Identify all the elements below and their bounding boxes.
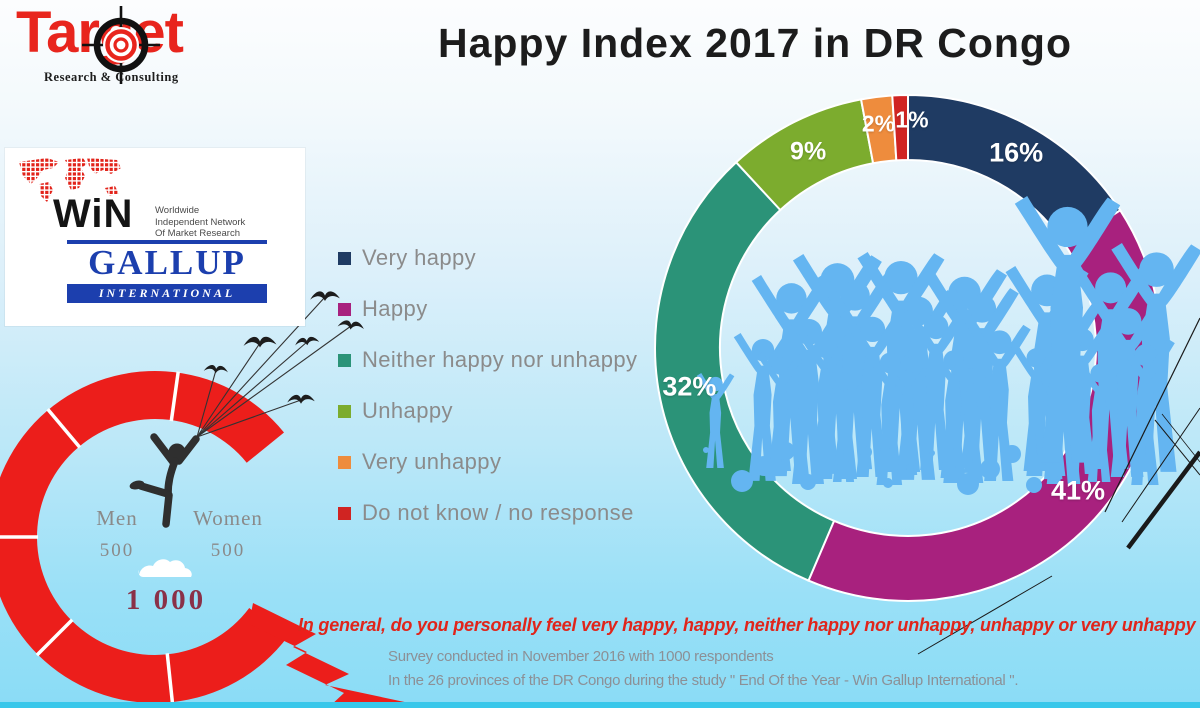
donut-slice-very-happy — [907, 93, 1122, 248]
legend-label: Unhappy — [362, 398, 453, 423]
lightning-arrow — [249, 603, 414, 707]
donut-label-very-unhappy: 2% — [861, 110, 896, 137]
legend-label: Very unhappy — [362, 449, 502, 474]
legend-swatch — [338, 455, 351, 469]
legend-item-neither: Neither happy nor unhappy — [338, 347, 638, 372]
donut-slice-neither-happy-nor-unhappy — [654, 160, 836, 582]
donut-label-no-response: 1% — [895, 106, 929, 133]
survey-footnote: Survey conducted in November 2016 with 1… — [388, 645, 1019, 693]
legend-label: Happy — [362, 296, 428, 321]
legend-label: Neither happy nor unhappy — [362, 347, 638, 372]
bottom-strip — [0, 702, 1200, 708]
legend-item-very-happy: Very happy — [338, 245, 637, 270]
bird-icon — [294, 336, 320, 347]
legend-label: Do not know / no response — [362, 500, 634, 525]
total-respondents: 1 000 — [125, 584, 207, 616]
legend-label: Very happy — [362, 245, 477, 270]
donut-label-happy: 41% — [1051, 475, 1106, 506]
win-acronym: WiN — [53, 192, 134, 236]
decorative-lines — [917, 317, 1200, 655]
international-band: INTERNATIONAL — [67, 284, 267, 303]
legend-swatch — [338, 353, 351, 367]
legend-item-very-unhappy: Very unhappy — [338, 449, 637, 474]
men-label: Men — [96, 506, 138, 530]
legend-item-no-response: Do not know / no response — [338, 500, 637, 525]
legend-swatch — [338, 404, 351, 418]
legend-swatch — [338, 506, 351, 520]
donut-slice-do-not-know-no-response — [891, 93, 909, 162]
gallup-wordmark: GALLUP — [88, 243, 246, 282]
women-value: 500 — [210, 540, 246, 561]
cloud-icon — [138, 559, 192, 577]
crosshair-icon — [82, 6, 160, 84]
legend-swatch — [338, 302, 351, 316]
sample-gauge-ring — [0, 371, 288, 704]
donut-label-unhappy: 9% — [790, 137, 827, 166]
chart-legend: Very happy Happy Neither happy nor unhap… — [338, 245, 638, 525]
footnote-line1: Survey conducted in November 2016 with 1… — [388, 648, 774, 665]
survey-question: In general, do you personally feel very … — [298, 615, 1200, 635]
parachutist-silhouette — [129, 433, 200, 528]
legend-item-happy: Happy — [338, 296, 637, 321]
bird-icon — [243, 336, 277, 348]
target-logo: Target Research & Consulting — [16, 4, 266, 104]
bird-icon — [203, 364, 229, 375]
gallup-rule — [67, 240, 267, 244]
target-tagline: Research & Consulting — [44, 70, 179, 84]
footnote-line2: In the 26 provinces of the DR Congo duri… — [388, 672, 1019, 689]
men-value: 500 — [99, 540, 135, 561]
international-text: INTERNATIONAL — [98, 286, 236, 300]
women-label: Women — [193, 506, 263, 530]
world-map-icon — [19, 158, 121, 202]
bird-icon — [310, 291, 340, 302]
page-title: Happy Index 2017 in DR Congo — [438, 20, 1072, 66]
win-gallup-logo: WiN Worldwide Independent Network Of Mar… — [5, 148, 305, 326]
crowd-silhouette — [696, 196, 1200, 495]
win-descriptor: Worldwide Independent Network Of Market … — [155, 205, 246, 239]
donut-label-very-happy: 16% — [989, 137, 1044, 168]
donut-label-neither: 32% — [662, 371, 717, 402]
bird-icon — [287, 394, 315, 404]
legend-swatch — [338, 251, 351, 265]
legend-item-unhappy: Unhappy — [338, 398, 637, 423]
